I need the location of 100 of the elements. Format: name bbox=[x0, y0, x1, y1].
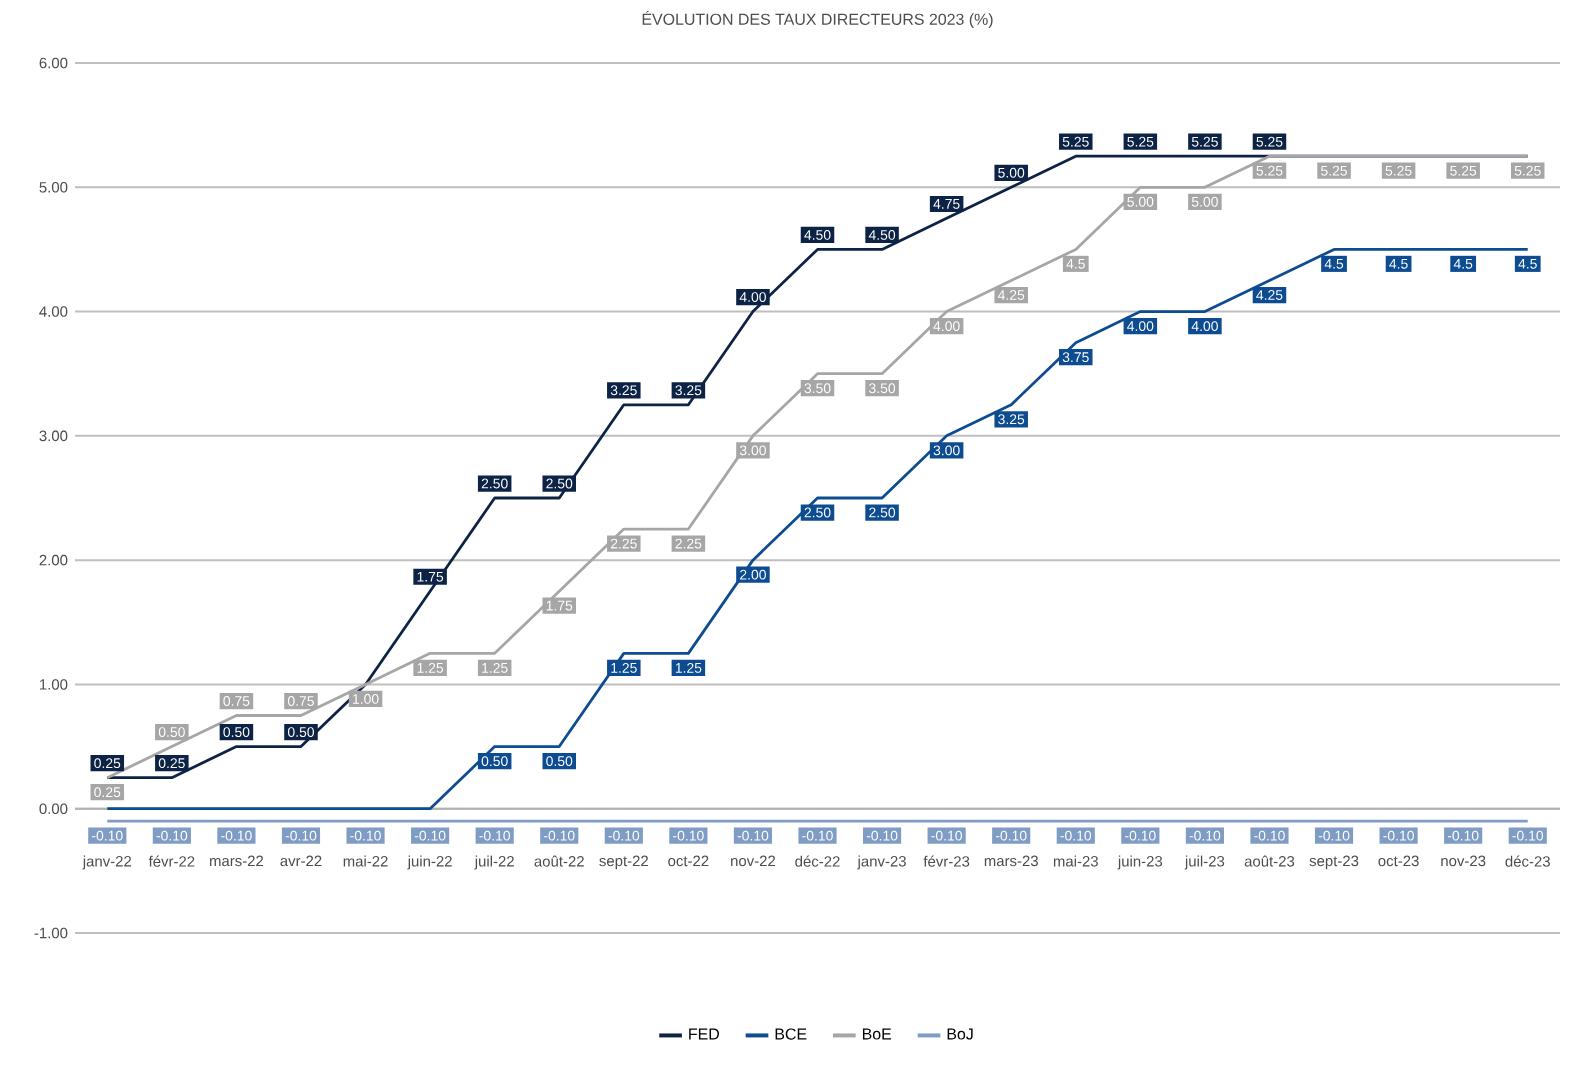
data-label: 4.00 bbox=[933, 321, 960, 331]
data-label: -0.10 bbox=[1060, 830, 1092, 841]
data-label: -0.10 bbox=[1254, 830, 1285, 841]
data-label: 0.25 bbox=[158, 758, 185, 769]
y-tick-label: 4.00 bbox=[39, 306, 68, 317]
data-label: 0.50 bbox=[158, 727, 185, 737]
data-label: 0.50 bbox=[223, 727, 250, 737]
data-label: 4.50 bbox=[804, 230, 831, 240]
x-tick-label: nov-23 bbox=[1441, 855, 1486, 867]
x-tick-label: juin-22 bbox=[407, 855, 452, 870]
x-tick-label: févr-23 bbox=[923, 855, 970, 867]
data-label: -0.10 bbox=[479, 830, 511, 841]
data-label: 1.25 bbox=[675, 662, 702, 673]
y-tick-label: -1.00 bbox=[34, 927, 68, 939]
data-label: 4.50 bbox=[868, 230, 896, 240]
data-label: 4.5 bbox=[1066, 259, 1085, 269]
data-label: 3.75 bbox=[1062, 352, 1089, 363]
data-label: -0.10 bbox=[995, 830, 1027, 841]
data-label: 5.00 bbox=[1127, 196, 1154, 207]
data-label: 3.50 bbox=[869, 383, 896, 394]
x-tick-label: oct-23 bbox=[1378, 855, 1419, 867]
data-label: 3.25 bbox=[610, 385, 637, 396]
data-label: 1.25 bbox=[611, 662, 637, 673]
x-tick-label: janv-23 bbox=[857, 855, 906, 870]
data-label: 0.50 bbox=[481, 756, 508, 766]
data-label: -0.10 bbox=[156, 830, 188, 841]
data-label: -0.10 bbox=[673, 830, 704, 841]
data-label: 4.75 bbox=[933, 199, 960, 209]
data-label: 5.00 bbox=[1191, 196, 1218, 207]
data-label: 0.50 bbox=[287, 727, 315, 737]
data-label: -0.10 bbox=[1189, 830, 1221, 841]
y-tick-label: 2.00 bbox=[39, 554, 68, 566]
data-label: 4.5 bbox=[1518, 259, 1537, 269]
data-label: -0.10 bbox=[350, 830, 381, 841]
data-label: -0.10 bbox=[285, 830, 317, 841]
data-label: 5.25 bbox=[1514, 165, 1541, 176]
x-tick-label: mars-22 bbox=[210, 855, 264, 867]
data-label: -0.10 bbox=[1383, 830, 1414, 841]
data-label: 4.00 bbox=[739, 292, 766, 302]
x-tick-label: août-22 bbox=[534, 855, 584, 867]
data-label: 3.00 bbox=[739, 445, 766, 456]
data-label: 4.25 bbox=[1256, 290, 1283, 300]
data-label: 0.25 bbox=[94, 787, 121, 798]
y-tick-label: 6.00 bbox=[39, 57, 68, 69]
data-label: 4.00 bbox=[1191, 321, 1218, 331]
data-label: 5.25 bbox=[1256, 136, 1283, 147]
legend-label: BCE bbox=[775, 1028, 807, 1040]
chart-title: ÉVOLUTION DES TAUX DIRECTEURS 2023 (%) bbox=[642, 10, 993, 29]
data-label: 2.00 bbox=[740, 569, 766, 580]
data-label: 4.00 bbox=[1127, 321, 1154, 331]
x-tick-label: déc-22 bbox=[795, 855, 840, 867]
data-label: 4.5 bbox=[1324, 259, 1344, 269]
data-label: -0.10 bbox=[802, 830, 833, 841]
data-label: 2.50 bbox=[481, 478, 508, 489]
x-tick-label: févr-22 bbox=[148, 855, 195, 867]
x-tick-label: oct-22 bbox=[668, 855, 709, 867]
data-label: 2.50 bbox=[546, 478, 573, 489]
data-label: -0.10 bbox=[414, 830, 446, 841]
y-tick-label: 3.00 bbox=[39, 430, 68, 442]
data-label: 0.50 bbox=[546, 756, 573, 766]
x-tick-label: juil-22 bbox=[474, 855, 514, 870]
legend-label: FED bbox=[689, 1028, 719, 1040]
data-label: 0.75 bbox=[287, 696, 314, 706]
x-tick-label: janv-22 bbox=[82, 855, 132, 870]
y-tick-label: 1.00 bbox=[40, 679, 68, 690]
data-label: 2.50 bbox=[804, 507, 831, 518]
data-label: 4.25 bbox=[997, 290, 1025, 300]
data-label: -0.10 bbox=[608, 830, 640, 841]
data-label: 5.25 bbox=[1062, 136, 1089, 147]
data-label: 2.25 bbox=[610, 538, 637, 549]
x-tick-label: nov-22 bbox=[731, 855, 776, 867]
data-label: 2.50 bbox=[869, 507, 896, 518]
data-label: 5.25 bbox=[1127, 136, 1154, 147]
data-label: 1.25 bbox=[482, 662, 508, 673]
x-tick-label: avr-22 bbox=[280, 855, 322, 867]
data-label: 3.25 bbox=[998, 414, 1025, 425]
x-tick-label: mai-22 bbox=[343, 855, 388, 867]
data-label: 2.25 bbox=[675, 538, 702, 549]
data-label: -0.10 bbox=[92, 830, 123, 841]
data-label: -0.10 bbox=[1318, 830, 1350, 841]
data-label: -0.10 bbox=[543, 830, 575, 841]
x-tick-label: déc-23 bbox=[1505, 855, 1550, 867]
x-tick-label: juin-23 bbox=[1117, 855, 1163, 870]
y-tick-label: 0.00 bbox=[39, 803, 68, 815]
data-label: -0.10 bbox=[931, 830, 962, 841]
data-label: 3.50 bbox=[804, 383, 831, 394]
y-tick-label: 5.00 bbox=[39, 181, 68, 193]
x-tick-label: sept-22 bbox=[599, 855, 648, 870]
data-label: 1.00 bbox=[353, 694, 379, 704]
x-tick-label: août-23 bbox=[1244, 855, 1295, 867]
data-label: 1.75 bbox=[417, 571, 444, 582]
data-label: 4.5 bbox=[1389, 259, 1408, 269]
data-label: -0.10 bbox=[737, 830, 769, 841]
x-tick-label: juil-23 bbox=[1184, 855, 1225, 870]
x-tick-label: sept-23 bbox=[1309, 855, 1359, 870]
data-label: 0.25 bbox=[94, 758, 121, 769]
data-label: -0.10 bbox=[1447, 830, 1479, 841]
data-label: 3.25 bbox=[675, 385, 702, 396]
data-label: 5.25 bbox=[1385, 165, 1412, 176]
data-label: 1.25 bbox=[417, 662, 444, 673]
